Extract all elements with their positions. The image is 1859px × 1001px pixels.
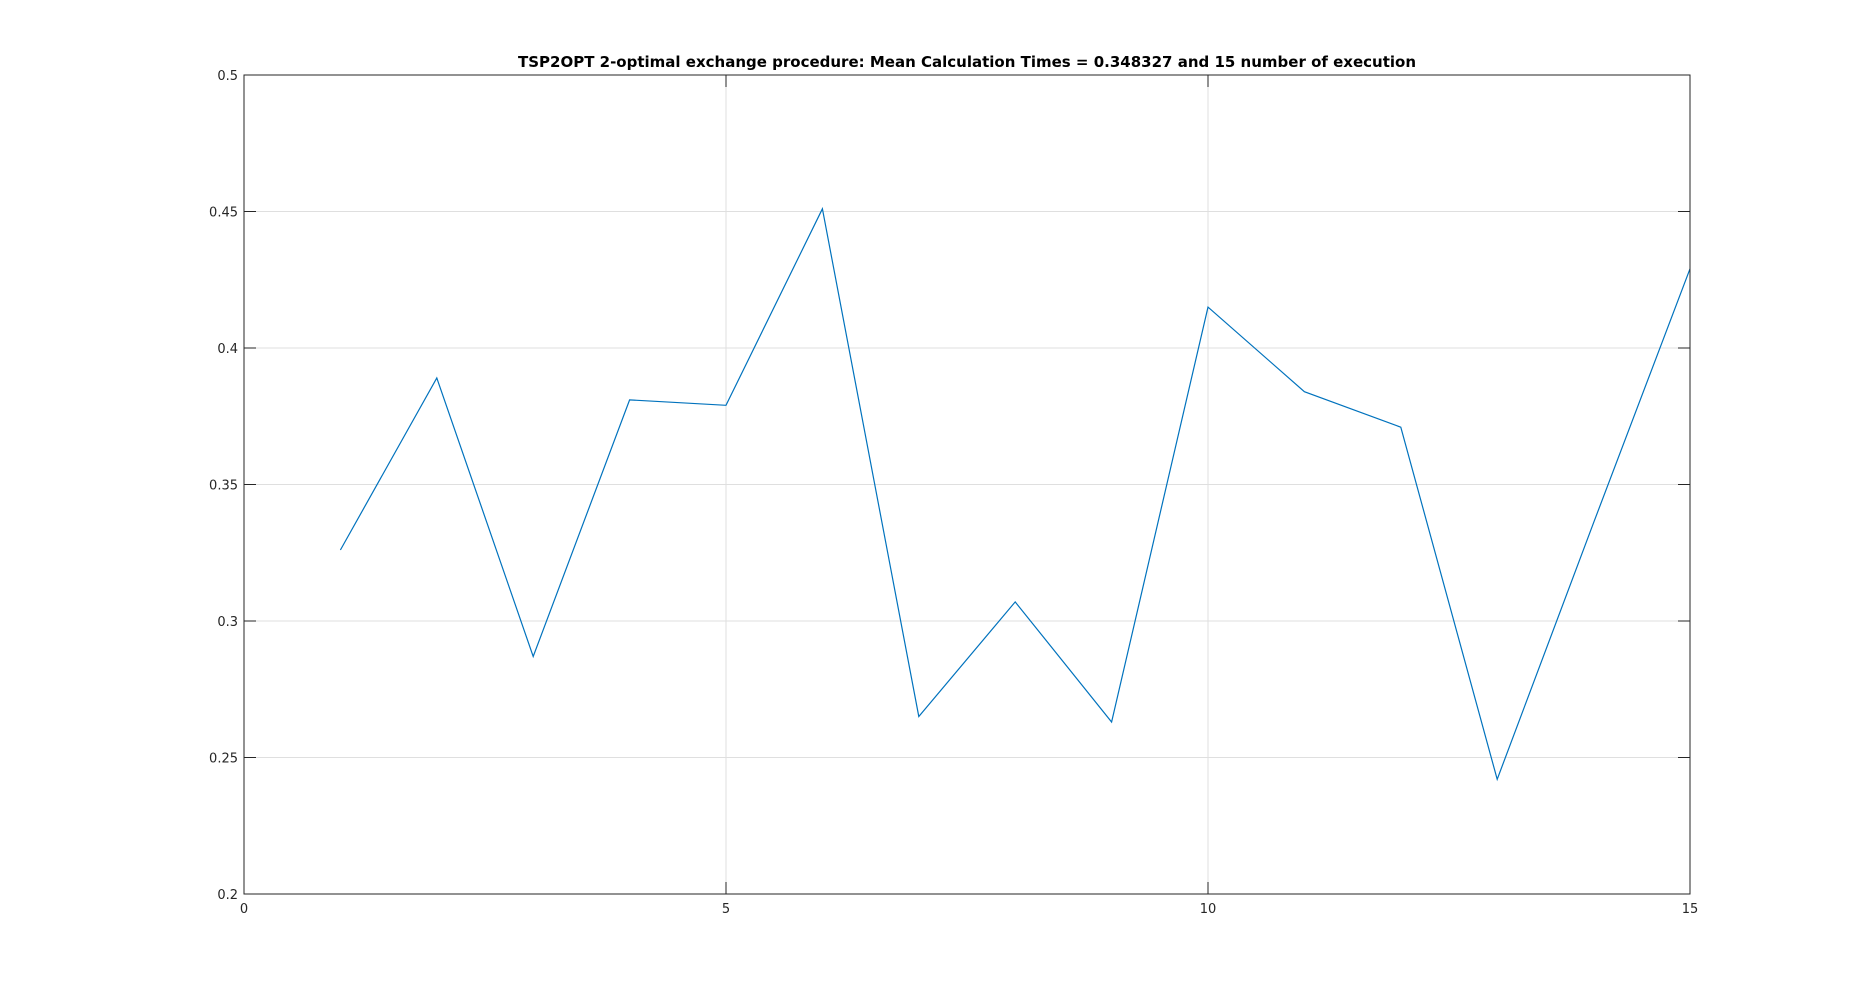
tick-marks [243,74,1691,895]
y-tick-label: 0.5 [217,69,238,84]
y-tick-label: 0.35 [209,479,238,494]
chart-title: TSP2OPT 2-optimal exchange procedure: Me… [518,53,1416,71]
series-layer [339,206,1691,782]
y-tick-label: 0.2 [217,888,238,903]
y-tick-labels: 0.2 0.25 0.3 0.35 0.4 0.45 0.5 [209,69,238,903]
y-tick-label: 0.25 [209,752,238,767]
series-line [339,206,1691,782]
y-tick-label: 0.4 [217,342,238,357]
x-tick-label: 5 [722,902,730,917]
x-tick-labels: 0 5 10 15 [240,902,1698,917]
y-tick-label: 0.3 [217,615,238,630]
x-tick-label: 0 [240,902,248,917]
x-tick-label: 10 [1200,902,1217,917]
x-tick-label: 15 [1682,902,1699,917]
y-tick-label: 0.45 [209,206,238,221]
